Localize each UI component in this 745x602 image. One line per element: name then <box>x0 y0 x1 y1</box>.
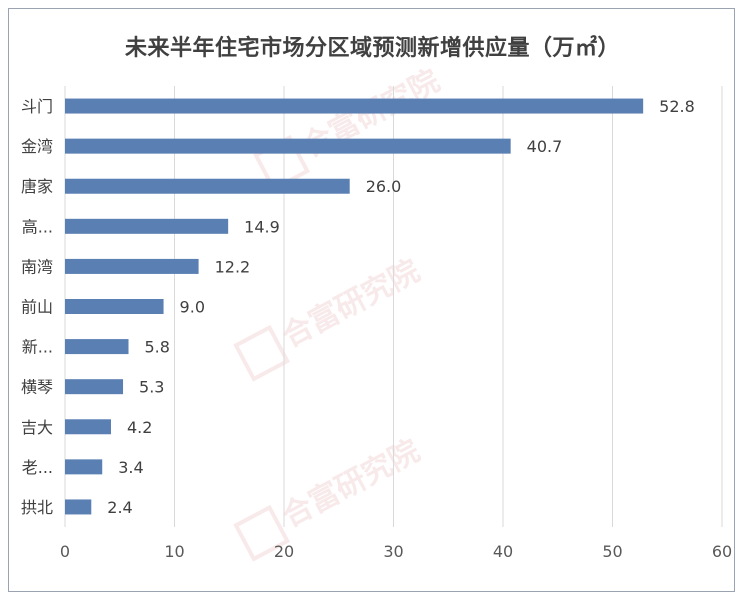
bar <box>65 258 199 274</box>
bar <box>65 379 124 395</box>
data-label: 5.3 <box>139 378 164 397</box>
bar <box>65 419 111 435</box>
bar <box>65 339 129 355</box>
data-label: 40.7 <box>527 137 563 156</box>
data-label: 2.4 <box>107 498 132 517</box>
bar <box>65 299 164 314</box>
bar <box>65 459 103 475</box>
category-label: 前山 <box>21 298 53 317</box>
x-tick-label: 20 <box>274 542 294 561</box>
data-label: 14.9 <box>244 217 280 236</box>
category-label: 高... <box>22 217 53 236</box>
category-label: 金湾 <box>21 137 53 156</box>
data-label: 5.8 <box>145 338 170 357</box>
data-label: 12.2 <box>215 257 251 276</box>
data-label: 9.0 <box>180 298 205 317</box>
data-label: 4.2 <box>127 418 152 437</box>
bar <box>65 178 350 194</box>
category-label: 斗门 <box>21 97 53 116</box>
data-label: 3.4 <box>118 458 143 477</box>
category-label: 老... <box>22 458 53 477</box>
bar <box>65 499 92 515</box>
x-tick-label: 30 <box>383 542 403 561</box>
x-tick-label: 40 <box>493 542 513 561</box>
x-tick-label: 10 <box>164 542 184 561</box>
bar <box>65 218 229 234</box>
data-label: 52.8 <box>659 97 695 116</box>
bar <box>65 138 511 154</box>
data-label: 26.0 <box>366 177 402 196</box>
category-label: 横琴 <box>21 378 53 397</box>
category-label: 新... <box>22 338 53 357</box>
bar <box>65 98 644 114</box>
category-label: 南湾 <box>21 257 53 276</box>
x-tick-label: 0 <box>60 542 70 561</box>
chart-title: 未来半年住宅市场分区域预测新增供应量（万㎡） <box>124 36 620 61</box>
x-tick-label: 50 <box>602 542 622 561</box>
category-label: 唐家 <box>21 177 53 196</box>
category-label: 吉大 <box>21 418 53 437</box>
x-tick-label: 60 <box>712 542 732 561</box>
category-label: 拱北 <box>21 498 53 517</box>
